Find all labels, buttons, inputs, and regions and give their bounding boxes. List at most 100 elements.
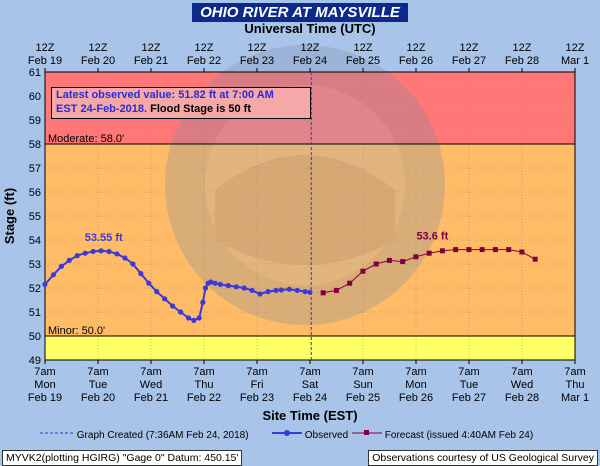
top-tick-time: 12Z (142, 42, 161, 54)
observed-point (74, 253, 80, 259)
observed-point (50, 272, 56, 278)
top-tick-date: Feb 25 (346, 55, 380, 67)
x-tick-time: 7am (405, 366, 426, 378)
observed-point (114, 251, 120, 257)
observed-point (162, 296, 168, 302)
y-tick-label: 50 (29, 331, 41, 343)
forecast-point (439, 248, 445, 254)
legend-observed: Observed (272, 428, 348, 441)
top-tick-time: 12Z (354, 42, 373, 54)
observed-point (212, 280, 218, 286)
observed-line-icon (272, 430, 302, 436)
y-tick-label: 57 (29, 163, 41, 175)
top-tick-date: Feb 19 (28, 55, 62, 67)
x-tick-day: Mon (405, 379, 426, 391)
y-axis-title: Stage (ft) (2, 188, 17, 244)
forecast-point (373, 261, 379, 267)
top-tick-date: Feb 21 (134, 55, 168, 67)
y-tick-label: 51 (29, 307, 41, 319)
x-tick-date: Feb 24 (293, 392, 327, 404)
observed-point (241, 285, 247, 291)
x-tick-time: 7am (246, 366, 267, 378)
top-tick-date: Feb 23 (240, 55, 274, 67)
x-tick-day: Thu (195, 379, 214, 391)
observed-point (90, 248, 96, 255)
observed-point (265, 289, 271, 295)
bottom-axis-title: Site Time (EST) (262, 408, 357, 423)
y-tick-label: 58 (29, 139, 41, 151)
top-tick-date: Feb 24 (293, 55, 327, 67)
observed-point (225, 283, 231, 289)
x-tick-date: Feb 23 (240, 392, 274, 404)
observed-point (233, 284, 239, 290)
x-tick-day: Tue (460, 379, 479, 391)
top-tick-time: 12Z (36, 42, 55, 54)
forecast-point (320, 290, 326, 296)
observed-date-text: EST 24-Feb-2018. (56, 103, 148, 115)
x-tick-day: Sat (302, 379, 319, 391)
observed-point (191, 317, 197, 323)
top-tick-time: 12Z (195, 42, 214, 54)
x-tick-time: 7am (564, 366, 585, 378)
forecast-point (479, 247, 485, 253)
dashed-line-icon (40, 432, 74, 434)
forecast-point (347, 280, 353, 286)
peak-annotation: 53.6 ft (416, 231, 448, 243)
observed-point (98, 248, 104, 254)
threshold-label-minor: Minor: 50.0' (48, 325, 105, 337)
observed-point (122, 255, 128, 261)
x-tick-day: Mon (34, 379, 55, 391)
top-tick-time: 12Z (460, 42, 479, 54)
x-tick-date: Feb 20 (81, 392, 115, 404)
forecast-point (360, 268, 366, 274)
x-tick-time: 7am (458, 366, 479, 378)
top-axis-title: Universal Time (UTC) (244, 21, 375, 36)
observed-point (202, 285, 209, 291)
top-tick-time: 12Z (566, 42, 585, 54)
observed-point (208, 279, 214, 285)
top-tick-date: Feb 26 (399, 55, 433, 67)
x-tick-day: Wed (140, 379, 162, 391)
forecast-point (386, 257, 392, 263)
y-tick-label: 56 (29, 187, 41, 199)
forecast-point (333, 287, 339, 293)
observed-point (217, 281, 223, 287)
threshold-label-moderate: Moderate: 58.0' (48, 133, 124, 145)
top-tick-time: 12Z (407, 42, 426, 54)
observed-point (66, 257, 72, 263)
y-tick-label: 60 (29, 91, 41, 103)
observed-point (302, 289, 308, 295)
y-tick-label: 61 (29, 67, 41, 79)
observed-point (185, 315, 192, 321)
forecast-point (426, 250, 432, 256)
x-tick-date: Feb 28 (505, 392, 539, 404)
observed-point (82, 250, 88, 256)
forecast-point (466, 247, 472, 253)
x-tick-date: Feb 22 (187, 392, 221, 404)
x-tick-day: Tue (89, 379, 108, 391)
x-tick-time: 7am (34, 366, 55, 378)
chart-title: OHIO RIVER AT MAYSVILLE (0, 3, 600, 22)
observed-point (130, 261, 136, 267)
observed-point (200, 299, 206, 305)
observed-point (273, 287, 279, 293)
peak-annotation: 53.55 ft (85, 232, 123, 244)
observations-credit: Observations courtesy of US Geological S… (368, 450, 598, 466)
observed-point (146, 280, 152, 286)
observed-point (106, 248, 112, 255)
forecast-point (400, 259, 406, 265)
top-tick-date: Feb 28 (505, 55, 539, 67)
top-tick-date: Feb 20 (81, 55, 115, 67)
observed-point (58, 263, 64, 269)
hydrograph-chart: Moderate: 58.0' Minor: 50.0' 49 50 51 52 53 54… (2, 21, 589, 423)
x-tick-date: Feb 27 (452, 392, 486, 404)
flood-stage-text: Flood Stage is 50 ft (147, 103, 251, 115)
x-tick-time: 7am (140, 366, 161, 378)
observed-point (307, 289, 313, 295)
observed-point (286, 286, 292, 292)
top-tick-date: Feb 27 (452, 55, 486, 67)
legend-graph-created: Graph Created (7:36AM Feb 24, 2018) (40, 428, 249, 441)
plot-frame (44, 71, 576, 361)
top-tick-time: 12Z (89, 42, 108, 54)
x-tick-date: Feb 25 (346, 392, 380, 404)
